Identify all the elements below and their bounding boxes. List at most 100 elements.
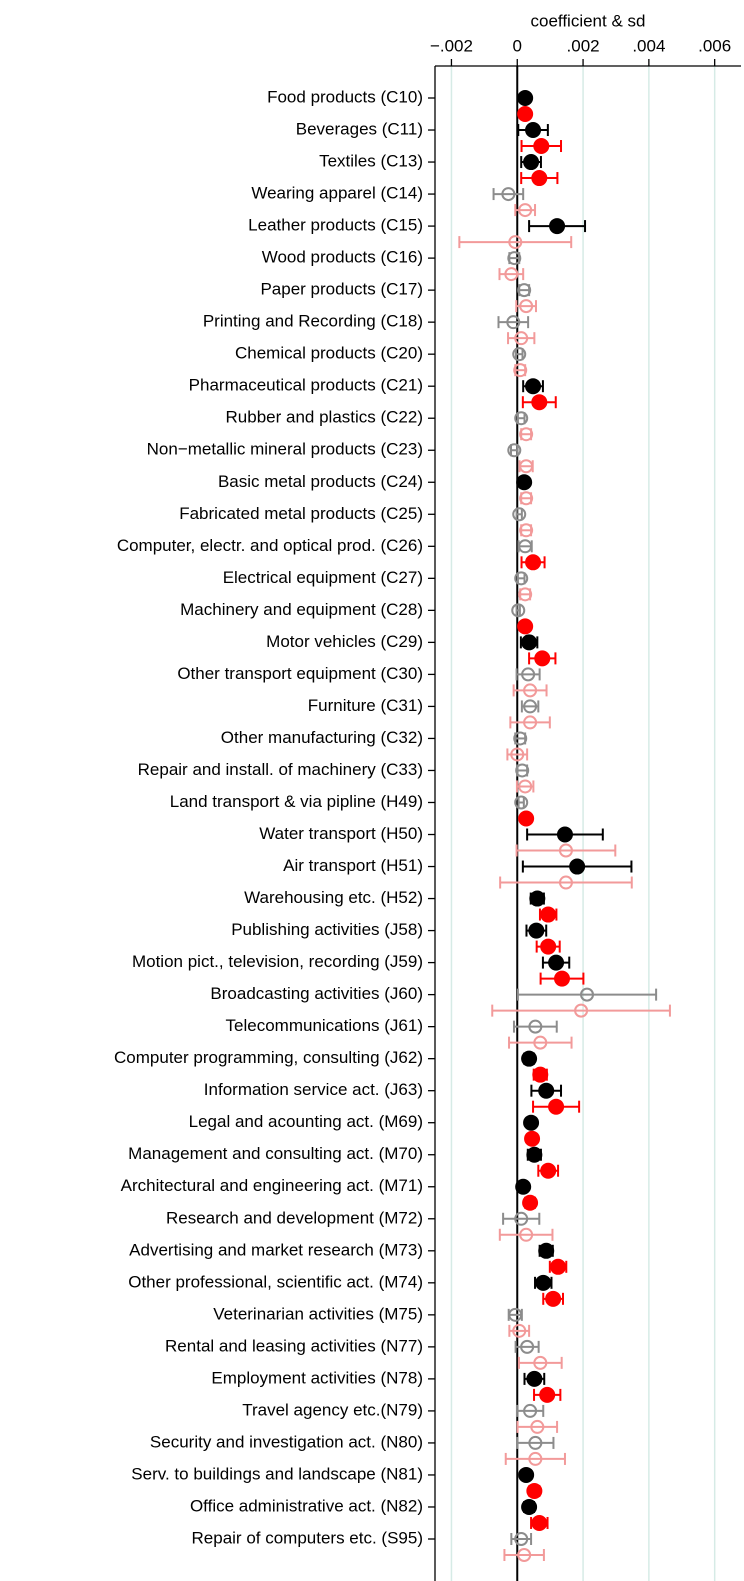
- coefficient-marker: [519, 491, 534, 506]
- y-tick-label: Architectural and engineering act. (M71): [121, 1176, 423, 1195]
- coefficient-marker: [518, 1466, 535, 1483]
- coefficient-marker: [526, 1146, 543, 1163]
- y-tick-label: Textiles (C13): [319, 152, 423, 171]
- y-tick-label: Basic metal products (C24): [218, 472, 423, 491]
- y-tick-label: Fabricated metal products (C25): [179, 504, 423, 523]
- coefficient-marker: [529, 890, 546, 907]
- coefficient-marker: [533, 138, 550, 155]
- coefficient-marker: [539, 1386, 556, 1403]
- coefficient-marker: [521, 667, 536, 682]
- coefficient-marker: [520, 1339, 535, 1354]
- error-bar: [498, 268, 525, 281]
- y-tick-label: Legal and acounting act. (M69): [189, 1112, 423, 1131]
- coefficient-marker: [501, 187, 516, 202]
- coefficient-marker: [549, 218, 566, 235]
- coefficient-marker: [540, 1162, 557, 1179]
- coefficient-marker: [523, 1403, 538, 1418]
- coefficient-marker: [545, 1290, 562, 1307]
- coefficient-marker: [519, 299, 534, 314]
- coefficient-marker: [521, 634, 538, 651]
- coefficient-marker: [513, 363, 528, 378]
- y-tick-label: Beverages (C11): [296, 120, 423, 139]
- error-bar: [504, 1452, 566, 1465]
- coefficient-marker: [514, 411, 529, 426]
- coefficient-marker: [514, 1532, 529, 1546]
- coefficient-marker: [518, 587, 533, 602]
- error-bar: [498, 1228, 554, 1241]
- coefficient-marker: [540, 938, 557, 955]
- coefficient-marker: [510, 747, 525, 762]
- coefficient-marker: [506, 315, 521, 330]
- y-tick-label: Rental and leasing activities (N77): [165, 1336, 423, 1355]
- coefficient-marker: [513, 731, 528, 746]
- error-bar: [514, 1340, 540, 1353]
- y-tick-label: Warehousing etc. (H52): [244, 888, 423, 907]
- coefficient-marker: [517, 1548, 532, 1562]
- y-tick-label: Machinery and equipment (C28): [180, 600, 423, 619]
- coefficient-marker: [522, 1194, 539, 1211]
- coefficient-marker: [534, 650, 551, 667]
- y-tick-label: Electrical equipment (C27): [223, 568, 423, 587]
- coefficient-marker: [515, 763, 530, 778]
- y-tick-label: Computer programming, consulting (J62): [114, 1048, 423, 1067]
- coefficient-marker: [516, 474, 533, 491]
- y-tick-label: Wood products (C16): [262, 248, 423, 267]
- y-tick-label: Land transport & via pipline (H49): [170, 792, 423, 811]
- y-tick-label: Motor vehicles (C29): [266, 632, 423, 651]
- coefficient-marker: [580, 987, 595, 1002]
- x-tick-label: .002: [567, 36, 600, 55]
- coefficient-marker: [507, 251, 522, 266]
- error-bar: [516, 988, 658, 1001]
- x-tick-label: .006: [698, 36, 731, 55]
- error-bar: [491, 1004, 671, 1017]
- coefficient-marker: [521, 1050, 538, 1067]
- error-bar: [516, 412, 526, 425]
- coefficient-marker: [556, 826, 573, 843]
- coefficient-marker: [538, 1242, 555, 1259]
- error-bar: [502, 1212, 541, 1225]
- x-tick-label: −.002: [430, 36, 473, 55]
- coefficient-marker: [526, 1370, 543, 1387]
- error-bar: [516, 1420, 559, 1433]
- y-tick-label: Advertising and market research (M73): [129, 1240, 423, 1259]
- y-tick-label: Information service act. (J63): [204, 1080, 423, 1099]
- error-bar: [458, 236, 573, 249]
- y-tick-label: Broadcasting activities (J60): [210, 984, 423, 1003]
- coefficient-marker: [519, 459, 534, 474]
- coefficient-marker: [517, 90, 534, 106]
- coefficient-marker: [523, 715, 538, 730]
- error-bar: [503, 1549, 545, 1561]
- coefficient-marker: [523, 683, 538, 698]
- y-tick-label: Motion pict., television, recording (J59…: [132, 952, 423, 971]
- error-bar: [516, 1436, 555, 1449]
- y-tick-label: Paper products (C17): [260, 280, 423, 299]
- coefficient-marker: [558, 843, 573, 858]
- y-tick-label: Non−metallic mineral products (C23): [147, 440, 423, 459]
- coefficient-marker: [558, 875, 573, 890]
- x-tick-label: .004: [632, 36, 665, 55]
- coefficient-marker: [525, 554, 542, 571]
- y-tick-label: Research and development (M72): [166, 1208, 423, 1227]
- y-tick-label: Serv. to buildings and landscape (N81): [131, 1464, 423, 1483]
- coefficient-marker: [518, 539, 533, 554]
- coefficient-marker: [514, 571, 529, 586]
- y-tick-label: Wearing apparel (C14): [251, 184, 423, 203]
- coefficient-marker: [554, 970, 571, 987]
- coefficient-marker: [526, 1482, 543, 1499]
- coefficient-marker: [514, 1211, 529, 1226]
- coefficient-marker: [519, 523, 534, 538]
- coefficient-marker: [518, 203, 533, 218]
- error-bar: [514, 348, 524, 361]
- coefficient-marker: [517, 283, 532, 298]
- y-tick-label: Telecommunications (J61): [226, 1016, 423, 1035]
- y-tick-label: Employment activities (N78): [211, 1368, 423, 1387]
- error-bar: [497, 316, 530, 329]
- coefficient-marker: [508, 235, 523, 250]
- coefficient-marker: [528, 1435, 543, 1450]
- error-bar: [515, 508, 523, 521]
- coefficient-marker: [540, 906, 557, 923]
- y-tick-label: Management and consulting act. (M70): [128, 1144, 423, 1163]
- coefficient-marker: [512, 347, 527, 362]
- y-tick-label: Chemical products (C20): [235, 344, 423, 363]
